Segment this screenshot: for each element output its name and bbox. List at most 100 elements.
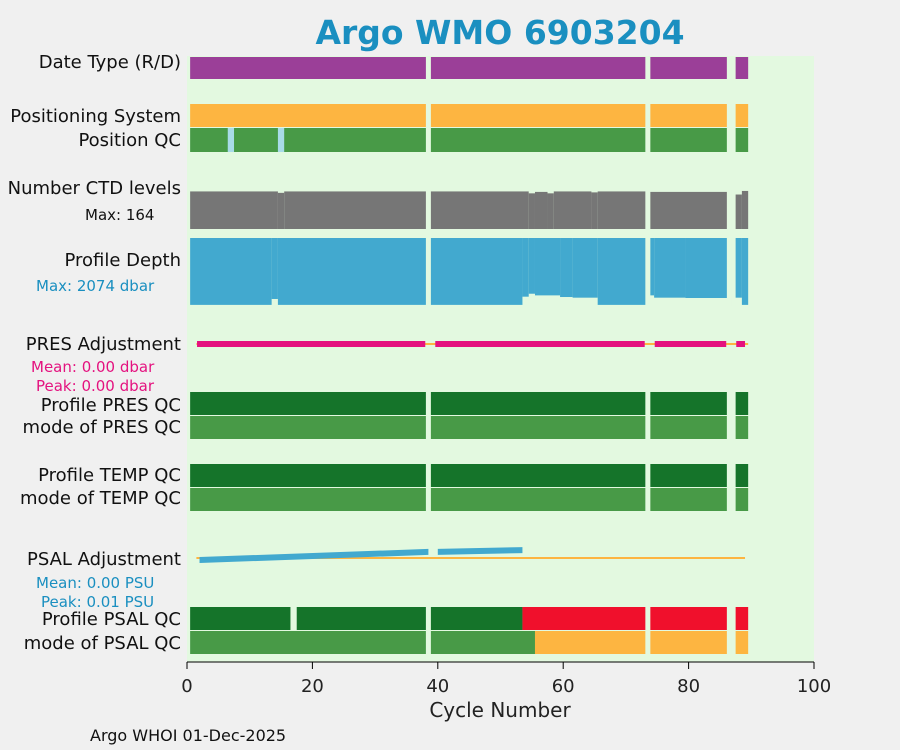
bar-profile-temp-qc-gap [726, 464, 732, 487]
bar-position-qc-gap [425, 128, 431, 152]
bar-mode-pres-qc [735, 416, 749, 439]
bar-ctd-levels-gap [726, 190, 732, 229]
bar-ctd-levels [741, 190, 749, 229]
shape-psal-adjustment [199, 548, 429, 563]
bar-profile-depth [534, 238, 561, 296]
bar-ctd-levels [735, 194, 742, 229]
row-labels: Date Type (R/D) Positioning System Positio… [8, 52, 181, 654]
bar-profile-depth [647, 238, 655, 296]
note-pres-peak: Peak: 0.00 dbar [36, 377, 155, 395]
bar-mode-psal-qc-gap [726, 631, 732, 654]
note-pres-mean: Mean: 0.00 dbar [31, 358, 155, 376]
bar-profile-depth [271, 238, 278, 299]
label-positioning-system: Positioning System [10, 106, 181, 127]
bar-data-type [190, 57, 730, 79]
bar-profile-depth [528, 238, 535, 294]
bar-ctd-levels [597, 191, 648, 229]
bar-position-qc-gap [645, 128, 651, 152]
bar-profile-pres-qc [735, 392, 749, 415]
bar-profile-depth [741, 238, 749, 305]
note-psal-peak: Peak: 0.01 PSU [41, 593, 154, 611]
x-tick-label: 80 [677, 676, 700, 697]
bar-profile-depth [597, 238, 648, 305]
bar-positioning-system-gap [645, 104, 651, 127]
bar-profile-depth [522, 238, 529, 297]
data-bars [190, 57, 749, 654]
bar-mode-psal-qc [190, 631, 535, 654]
bar-ctd-levels [277, 192, 285, 229]
bar-mode-pres-qc-gap [726, 416, 732, 439]
bar-profile-depth [428, 238, 523, 305]
note-ctd-max: Max: 164 [85, 206, 154, 224]
bar-profile-pres-qc-gap [425, 392, 431, 415]
bar-profile-temp-qc-gap [425, 464, 431, 487]
bar-profile-depth-gap [726, 238, 732, 306]
bar-position-qc [735, 128, 749, 152]
x-tick-label: 100 [797, 676, 831, 697]
label-profile-temp-qc: Profile TEMP QC [38, 465, 181, 486]
label-number-ctd-levels: Number CTD levels [8, 178, 181, 199]
plot-background [187, 56, 814, 662]
bar-ctd-levels [284, 191, 429, 229]
bar-profile-depth [685, 238, 730, 298]
bar-mode-pres-qc-gap [425, 416, 431, 439]
note-psal-mean: Mean: 0.00 PSU [36, 574, 154, 592]
bar-position-qc-override [227, 128, 235, 152]
note-depth-max: Max: 2074 dbar [36, 277, 155, 295]
bar-ctd-levels-gap [425, 190, 431, 229]
bar-ctd-levels [428, 191, 529, 229]
bar-ctd-levels [647, 191, 730, 229]
label-mode-temp-qc: mode of TEMP QC [20, 488, 181, 509]
shape-psal-adjustment [437, 547, 523, 555]
bar-profile-depth [190, 238, 272, 305]
bar-profile-depth [277, 238, 429, 305]
bar-profile-psal-qc-gap [425, 607, 431, 630]
bar-profile-depth [572, 238, 598, 298]
bar-profile-pres-qc [190, 392, 730, 415]
bar-ctd-levels [547, 193, 554, 229]
bar-mode-temp-qc-gap [645, 488, 651, 511]
bar-mode-temp-qc-gap [425, 488, 431, 511]
bar-mode-psal-qc [735, 631, 749, 654]
bar-profile-depth [654, 238, 686, 298]
bar-ctd-levels [591, 192, 598, 229]
bar-profile-depth [735, 238, 742, 298]
bar-profile-pres-qc-gap [645, 392, 651, 415]
bar-mode-pres-qc-gap [645, 416, 651, 439]
bar-profile-psal-qc [735, 607, 749, 630]
bar-data-type [735, 57, 749, 79]
bar-profile-psal-qc-gap [645, 607, 651, 630]
bar-profile-psal-qc [296, 607, 523, 630]
x-axis-ticks: 0 20 40 60 80 100 [181, 662, 831, 697]
bar-ctd-levels [528, 193, 535, 229]
bar-profile-temp-qc [735, 464, 749, 487]
label-psal-adjustment: PSAL Adjustment [27, 549, 181, 570]
x-tick-label: 0 [181, 676, 192, 697]
bar-mode-psal-qc [534, 631, 730, 654]
bar-positioning-system [735, 104, 749, 127]
bar-ctd-levels [190, 191, 278, 229]
x-tick-label: 60 [552, 676, 575, 697]
bar-profile-psal-qc [522, 607, 730, 630]
bar-ctd-levels-gap [645, 190, 651, 229]
bar-mode-psal-qc-gap [425, 631, 431, 654]
bar-data-type-gap [726, 57, 732, 79]
bar-ctd-levels [534, 191, 548, 229]
label-pres-adjustment: PRES Adjustment [26, 334, 181, 355]
x-tick-label: 40 [426, 676, 449, 697]
bar-ctd-levels [553, 191, 592, 229]
bar-mode-psal-qc-gap [645, 631, 651, 654]
bar-mode-temp-qc-gap [726, 488, 732, 511]
x-tick-label: 20 [301, 676, 324, 697]
label-mode-psal-qc: mode of PSAL QC [24, 633, 181, 654]
label-position-qc: Position QC [78, 130, 181, 151]
bar-positioning-system [190, 104, 730, 127]
label-data-type: Date Type (R/D) [39, 52, 181, 73]
bar-mode-temp-qc [735, 488, 749, 511]
x-axis-label: Cycle Number [429, 698, 571, 722]
bar-position-qc-override [277, 128, 285, 152]
bar-mode-temp-qc [190, 488, 730, 511]
bar-positioning-system-gap [425, 104, 431, 127]
